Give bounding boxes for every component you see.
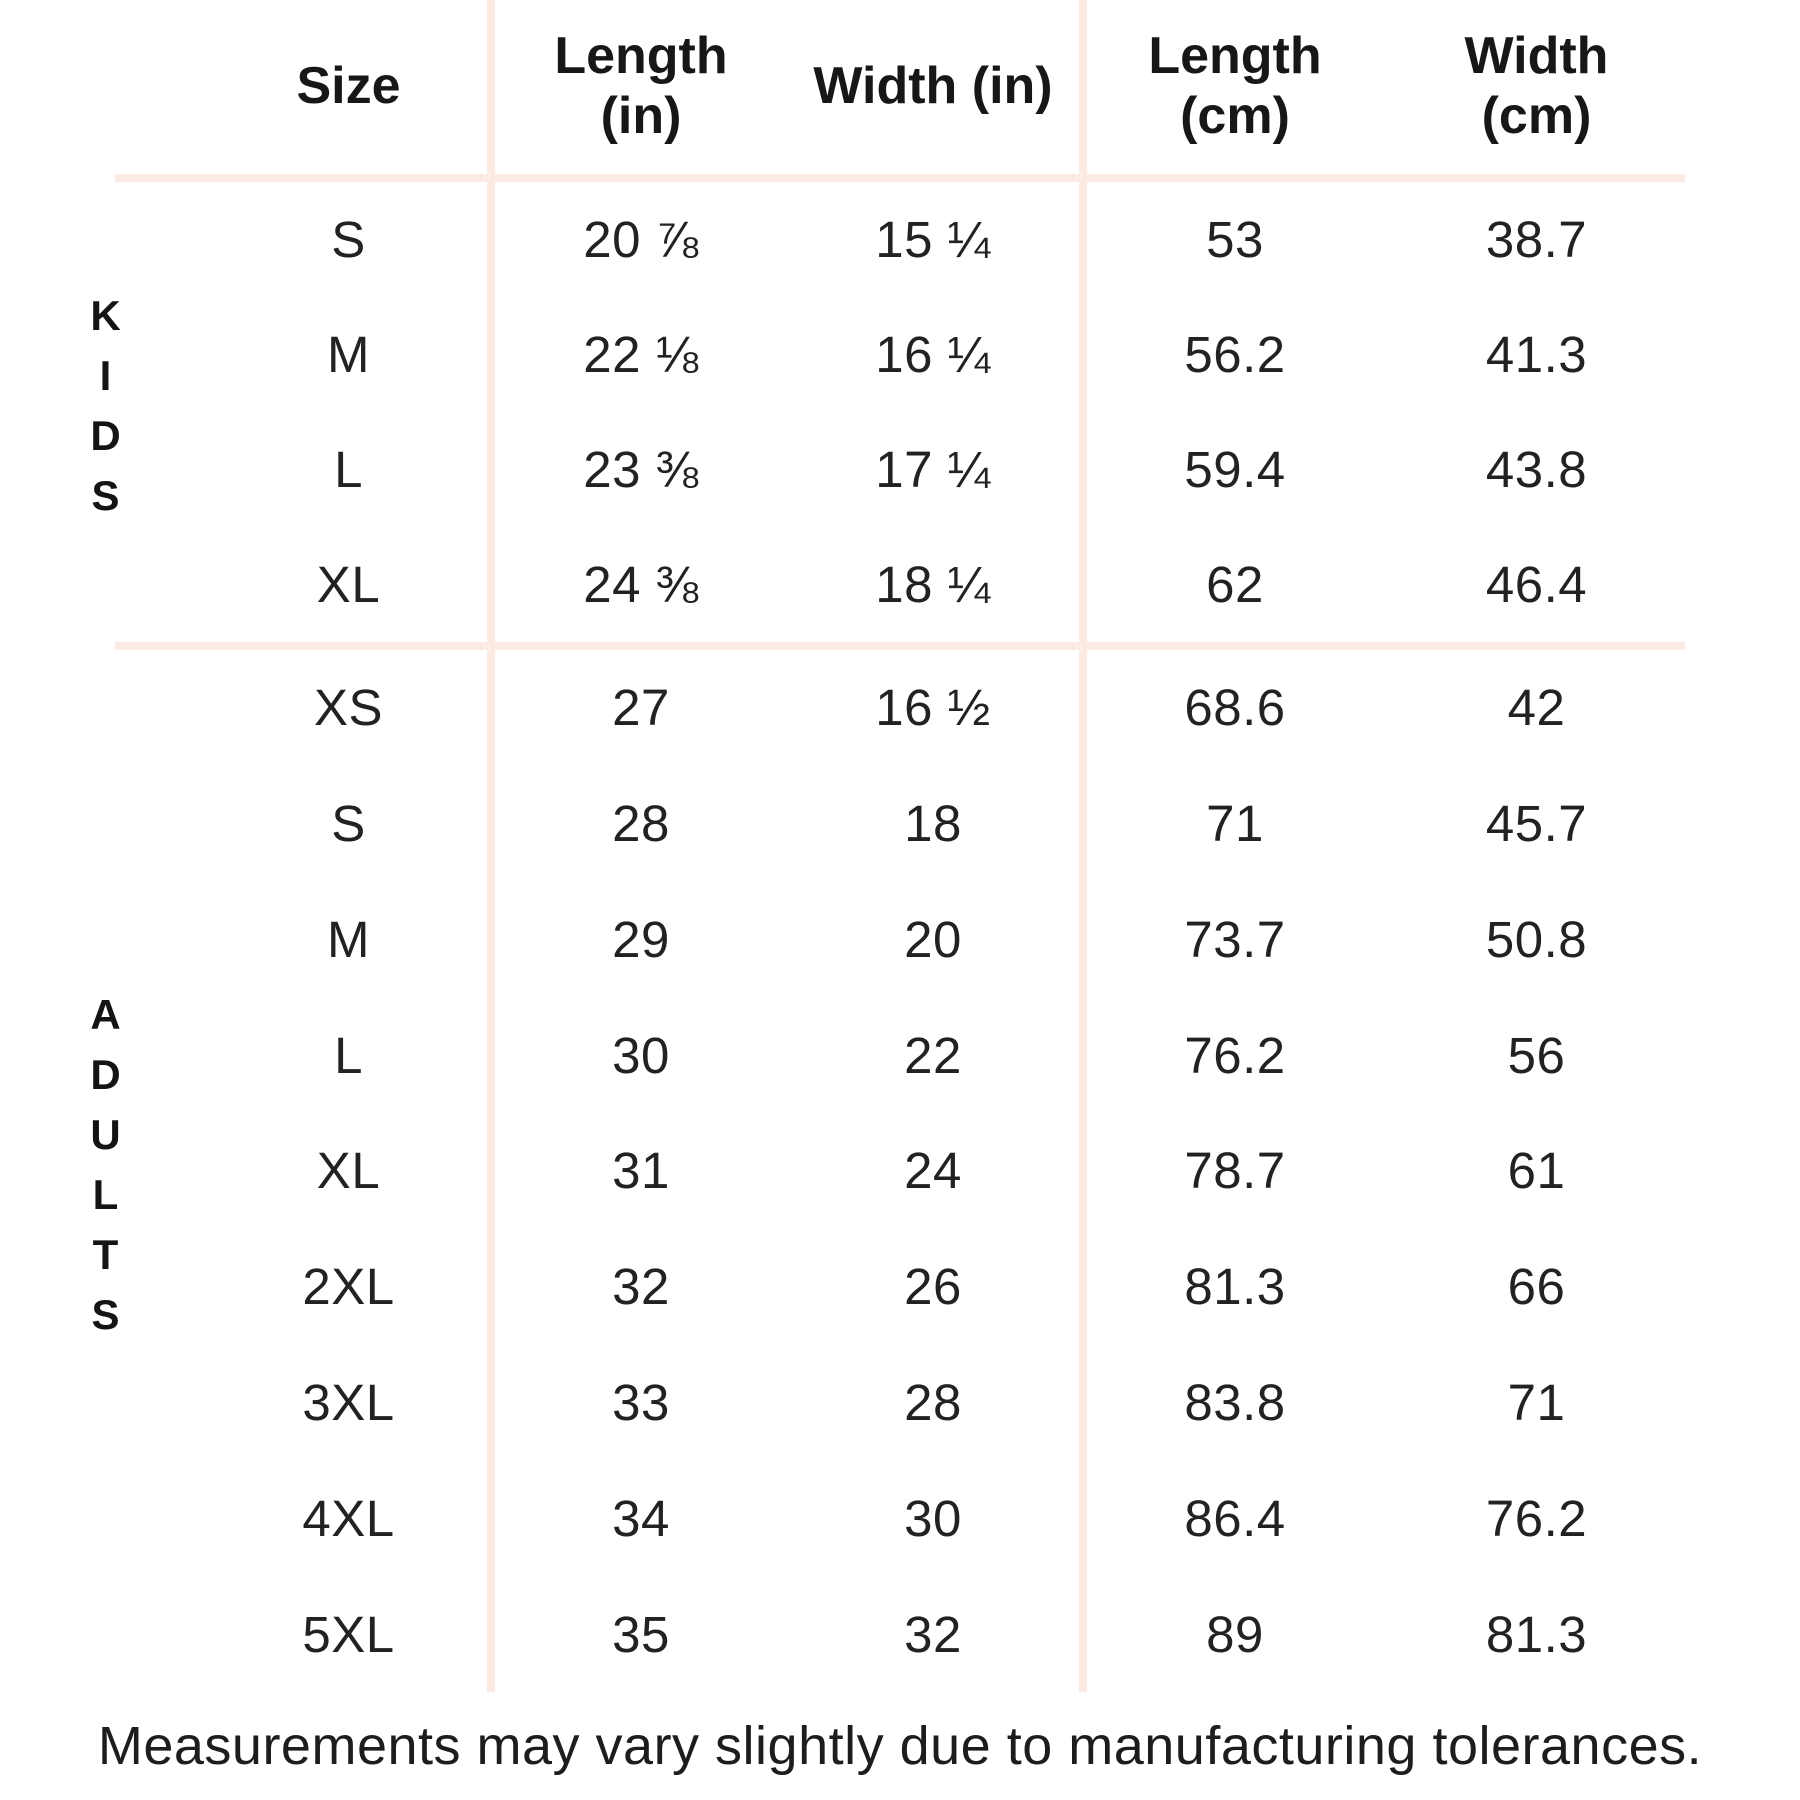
length-cm-cell: 73.7 — [1184, 910, 1286, 968]
width-in-cell: 20 — [904, 910, 962, 968]
length-in-cell: 31 — [612, 1142, 670, 1200]
kids-section: KIDS S 20 ⅞ 15 ¼ 53 38.7 M 22 ⅛ 16 ¼ 56.2 41.3 L 23… — [0, 182, 1690, 642]
length-in-cell: 32 — [612, 1258, 670, 1316]
table-row: L 23 ⅜ 17 ¼ 59.4 43.8 — [0, 412, 1690, 527]
length-in-cell: 29 — [612, 910, 670, 968]
width-in-cell: 17 ¼ — [875, 441, 991, 498]
width-cm-cell: 71 — [1507, 1374, 1566, 1432]
width-cm-cell: 56 — [1507, 1026, 1566, 1084]
length-in-cell: 35 — [612, 1605, 670, 1663]
width-cm-cell: 61 — [1507, 1142, 1566, 1200]
width-cm-cell: 46.4 — [1485, 556, 1588, 613]
table-row: 4XL 34 30 86.4 76.2 — [0, 1460, 1690, 1576]
adults-section: ADULTS XS 27 16 ½ 68.6 42 S 28 18 71 45.7 M 29 20 73.… — [0, 650, 1690, 1692]
size-cell: M — [327, 910, 370, 968]
table-row: M 29 20 73.7 50.8 — [0, 882, 1690, 998]
table-row: XS 27 16 ½ 68.6 42 — [0, 650, 1690, 766]
header-length-cm: Length (cm) — [1148, 27, 1322, 145]
width-cm-cell: 66 — [1507, 1258, 1566, 1316]
size-cell: S — [331, 795, 366, 853]
size-cell: XL — [316, 1142, 381, 1200]
length-in-cell: 20 ⅞ — [583, 211, 699, 268]
width-cm-cell: 76.2 — [1485, 1489, 1588, 1547]
table-row: S 28 18 71 45.7 — [0, 766, 1690, 882]
length-in-cell: 30 — [612, 1026, 670, 1084]
width-cm-cell: 43.8 — [1485, 441, 1588, 498]
length-cm-cell: 78.7 — [1184, 1142, 1286, 1200]
table-row: 2XL 32 26 81.3 66 — [0, 1229, 1690, 1345]
width-cm-cell: 81.3 — [1485, 1605, 1588, 1663]
width-in-cell: 26 — [904, 1258, 962, 1316]
size-cell: L — [334, 441, 363, 498]
width-in-cell: 18 ¼ — [875, 556, 991, 613]
table-row: L 30 22 76.2 56 — [0, 997, 1690, 1113]
table-row: S 20 ⅞ 15 ¼ 53 38.7 — [0, 182, 1690, 297]
kids-adults-divider — [115, 642, 1685, 650]
table-row: 5XL 35 32 89 81.3 — [0, 1576, 1690, 1692]
width-cm-cell: 45.7 — [1485, 795, 1588, 853]
length-in-cell: 28 — [612, 795, 670, 853]
table-row: XL 24 ⅜ 18 ¼ 62 46.4 — [0, 527, 1690, 642]
width-cm-cell: 38.7 — [1485, 211, 1588, 268]
length-cm-cell: 59.4 — [1184, 441, 1286, 498]
size-cell: 2XL — [302, 1258, 395, 1316]
length-cm-cell: 71 — [1206, 795, 1264, 853]
length-in-cell: 27 — [612, 679, 670, 737]
column-divider-units — [1079, 0, 1087, 1692]
size-cell: 5XL — [302, 1605, 395, 1663]
width-cm-cell: 41.3 — [1485, 326, 1588, 383]
length-in-cell: 23 ⅜ — [583, 441, 699, 498]
header-length-in: Length (in) — [554, 27, 728, 145]
column-divider-size — [487, 0, 495, 1692]
length-cm-cell: 89 — [1206, 1605, 1264, 1663]
header-width-cm: Width (cm) — [1464, 27, 1609, 145]
width-in-cell: 32 — [904, 1605, 962, 1663]
length-cm-cell: 53 — [1206, 211, 1264, 268]
width-in-cell: 16 ¼ — [875, 326, 991, 383]
length-in-cell: 24 ⅜ — [583, 556, 699, 613]
length-cm-cell: 76.2 — [1184, 1026, 1286, 1084]
size-cell: 4XL — [302, 1489, 395, 1547]
length-cm-cell: 68.6 — [1184, 679, 1286, 737]
length-cm-cell: 62 — [1206, 556, 1264, 613]
width-in-cell: 15 ¼ — [875, 211, 991, 268]
length-cm-cell: 83.8 — [1184, 1374, 1286, 1432]
footer-note: Measurements may vary slightly due to ma… — [97, 1716, 1703, 1776]
size-cell: M — [327, 326, 370, 383]
size-cell: 3XL — [302, 1374, 395, 1432]
table-row: XL 31 24 78.7 61 — [0, 1113, 1690, 1229]
size-cell: L — [334, 1026, 363, 1084]
width-in-cell: 24 — [904, 1142, 962, 1200]
width-in-cell: 22 — [904, 1026, 962, 1084]
width-cm-cell: 50.8 — [1485, 910, 1588, 968]
width-in-cell: 28 — [904, 1374, 962, 1432]
table-row: M 22 ⅛ 16 ¼ 56.2 41.3 — [0, 297, 1690, 412]
width-in-cell: 18 — [904, 795, 962, 853]
width-cm-cell: 42 — [1507, 679, 1566, 737]
header-width-in: Width (in) — [813, 57, 1053, 116]
size-cell: XL — [316, 556, 381, 613]
header-size: Size — [296, 57, 401, 116]
length-cm-cell: 86.4 — [1184, 1489, 1286, 1547]
header-rule — [115, 174, 1685, 182]
length-cm-cell: 81.3 — [1184, 1258, 1286, 1316]
width-in-cell: 30 — [904, 1489, 962, 1547]
length-in-cell: 34 — [612, 1489, 670, 1547]
length-cm-cell: 56.2 — [1184, 326, 1286, 383]
table-header-row: Size Length (in) Width (in) Length (cm) … — [0, 0, 1690, 174]
width-in-cell: 16 ½ — [875, 679, 991, 737]
size-cell: XS — [313, 679, 384, 737]
table-row: 3XL 33 28 83.8 71 — [0, 1345, 1690, 1461]
length-in-cell: 22 ⅛ — [583, 326, 699, 383]
size-cell: S — [331, 211, 366, 268]
length-in-cell: 33 — [612, 1374, 670, 1432]
